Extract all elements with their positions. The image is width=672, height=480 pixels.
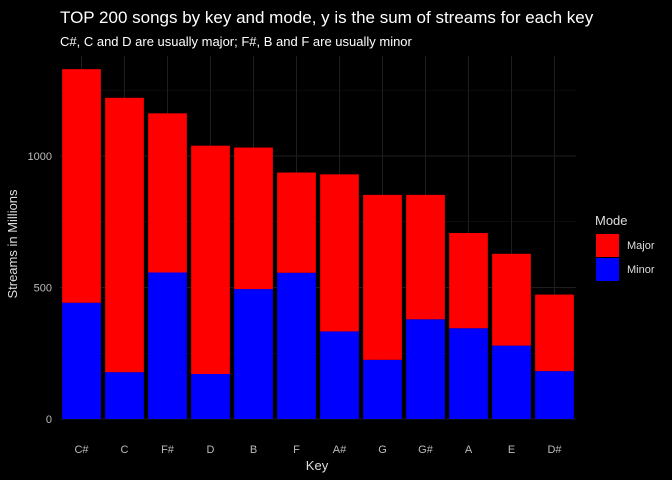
- legend-label-minor: Minor: [627, 264, 655, 276]
- chart-subtitle: C#, C and D are usually major; F#, B and…: [60, 34, 413, 49]
- y-tick-label: 500: [34, 282, 52, 294]
- bar-major-C: [105, 97, 144, 373]
- y-tick-label: 1000: [28, 151, 52, 163]
- x-tick-label: D#: [547, 444, 562, 456]
- x-tick-label: F: [293, 444, 300, 456]
- x-tick-label: G#: [418, 444, 434, 456]
- y-axis-title: Streams in Millions: [5, 189, 20, 299]
- bar-minor-G: [363, 359, 402, 419]
- bar-major-D: [191, 145, 230, 375]
- legend: Mode Major Minor: [595, 213, 655, 281]
- legend-key-major: [596, 234, 619, 257]
- legend-title: Mode: [595, 213, 628, 228]
- x-tick-label: D: [207, 444, 215, 456]
- bar-minor-G#: [406, 319, 445, 419]
- x-tick-label: A#: [333, 444, 347, 456]
- bar-major-B: [234, 147, 273, 290]
- bar-major-A: [449, 233, 488, 329]
- x-tick-label: A: [465, 444, 473, 456]
- bar-minor-C: [105, 372, 144, 419]
- bar-minor-A#: [320, 331, 359, 419]
- bar-major-E: [492, 253, 531, 346]
- bar-major-A#: [320, 174, 359, 332]
- chart-title: TOP 200 songs by key and mode, y is the …: [60, 8, 594, 27]
- x-tick-label: C#: [74, 444, 89, 456]
- x-tick-label: C: [121, 444, 129, 456]
- x-tick-label: G: [378, 444, 387, 456]
- bar-minor-A: [449, 328, 488, 419]
- bar-minor-E: [492, 345, 531, 419]
- bar-major-C#: [62, 69, 101, 303]
- x-tick-label: B: [250, 444, 257, 456]
- bar-minor-F#: [148, 272, 187, 419]
- bar-minor-F: [277, 272, 316, 419]
- bar-major-F#: [148, 113, 187, 273]
- bar-major-F: [277, 172, 316, 273]
- y-axis-ticks: 0 500 1000: [28, 151, 52, 426]
- legend-label-major: Major: [627, 240, 655, 252]
- x-tick-label: E: [508, 444, 515, 456]
- x-axis-ticks: C# C F# D B F A# G G# A E D#: [74, 444, 562, 456]
- bars: [62, 69, 574, 419]
- bar-minor-B: [234, 289, 273, 419]
- bar-major-D#: [535, 294, 574, 372]
- x-axis-title: Key: [306, 458, 329, 473]
- bar-minor-D#: [535, 371, 574, 419]
- bar-major-G#: [406, 194, 445, 320]
- y-tick-label: 0: [46, 414, 52, 426]
- x-tick-label: F#: [161, 444, 175, 456]
- bar-minor-C#: [62, 302, 101, 419]
- bar-minor-D: [191, 374, 230, 419]
- legend-key-minor: [596, 258, 619, 281]
- bar-major-G: [363, 194, 402, 360]
